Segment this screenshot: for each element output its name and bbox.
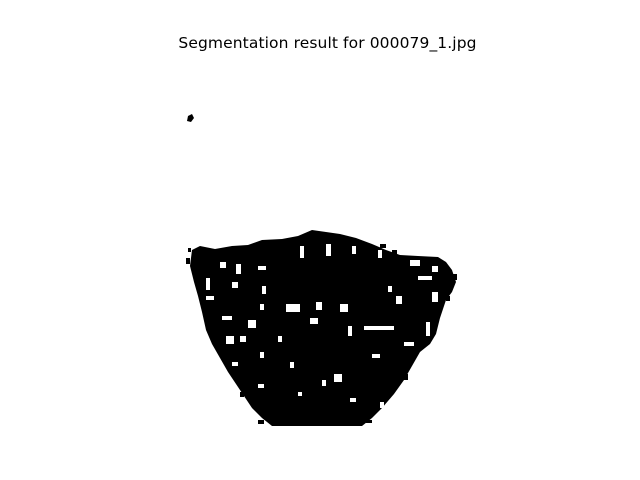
figure-title: Segmentation result for 000079_1.jpg bbox=[178, 34, 477, 52]
mask-holes bbox=[206, 244, 438, 408]
mask-speck bbox=[187, 114, 194, 122]
mask-region bbox=[190, 230, 456, 426]
mask-edge-specks bbox=[186, 244, 457, 424]
